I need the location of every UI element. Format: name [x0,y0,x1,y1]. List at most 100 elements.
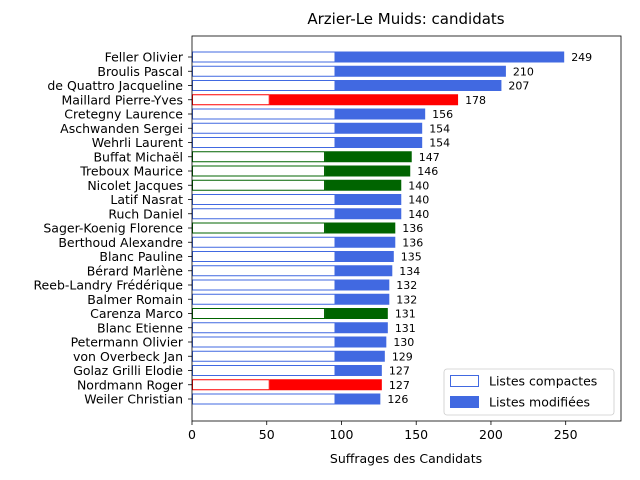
bar-value-label: 134 [399,265,420,278]
bar-modified [335,293,390,305]
y-tick-label: Cretegny Laurence [64,107,183,122]
plot-frame [191,35,622,422]
bar-modified [335,51,565,63]
bar-compact [192,251,336,262]
bar-compact [192,65,336,77]
bar-value-label: 147 [419,151,440,164]
bar-compact [192,393,336,405]
bar-modified [335,265,393,277]
y-tick-label: Aschwanden Sergei [60,121,183,136]
legend-frame [443,368,615,416]
y-tick-label: Bérard Marlène [87,263,184,278]
bar-modified [335,393,381,405]
bar-value-label: 178 [465,94,486,107]
bar-value-label: 131 [395,322,416,335]
bar-value-label: 135 [401,251,422,264]
bar-value-label: 140 [408,179,429,192]
y-tick-label: Ruch Daniel [108,206,183,221]
bar-modified [269,94,459,106]
bar-compact [192,336,336,348]
bar-value-label: 136 [402,236,423,249]
x-tick-label: 50 [259,427,275,442]
bar-modified [325,308,388,319]
y-tick-label: Feller Olivier [105,50,184,65]
bar-compact [192,179,326,191]
bar-compact [192,137,336,148]
bar-modified [335,122,423,134]
legend-label: Listes modifiées [489,395,590,410]
y-tick-label: de Quattro Jacqueline [47,78,183,93]
bar-modified [335,251,394,262]
bar-modified [325,179,402,191]
bar-modified [269,379,382,391]
chart-title: Arzier-Le Muids: candidats [307,10,504,28]
y-tick-label: Treboux Maurice [79,164,183,179]
legend-swatch-compact [450,375,479,387]
bar-value-label: 127 [389,379,410,392]
y-tick-label: Balmer Romain [87,292,183,307]
bar-compact [192,122,336,134]
bar-modified [335,194,402,205]
bar-value-label: 136 [402,222,423,235]
bar-compact [192,151,326,163]
bar-compact [192,322,336,334]
x-tick-label: 0 [188,427,196,442]
bar-value-label: 140 [408,208,429,221]
legend: Listes compactes Listes modifiées [443,368,615,416]
y-tick-label: Wehrli Laurent [92,135,183,150]
bar-value-label: 146 [417,165,438,178]
bar-compact [192,365,336,376]
bar-compact [192,236,336,248]
bar-compact [192,279,336,291]
bar-value-label: 140 [408,194,429,207]
bar-value-label: 130 [393,336,414,349]
bar-compact [192,350,336,362]
y-tick-label: Blanc Etienne [97,320,183,335]
y-tick-label: Latif Nasrat [110,192,183,207]
y-tick-label: Blanc Pauline [99,249,183,264]
y-tick-label: Carenza Marco [90,306,183,321]
bar-modified [335,365,382,376]
legend-swatch-modified [450,396,479,408]
y-tick-label: von Overbeck Jan [73,349,183,364]
bar-value-label: 154 [429,137,450,150]
bar-value-label: 129 [392,350,413,363]
y-tick-label: Golaz Grilli Elodie [73,363,183,378]
legend-label: Listes compactes [489,374,597,389]
bar-compact [192,265,336,277]
y-tick-label: Sager-Koenig Florence [43,221,183,236]
bar-modified [325,222,396,234]
y-tick-label: Maillard Pierre-Yves [61,92,183,107]
bar-compact [192,51,336,63]
bar-value-label: 154 [429,122,450,135]
bar-modified [335,350,385,362]
bar-compact [192,165,326,177]
bar-modified [335,279,390,291]
y-tick-label: Reeb-Landry Frédérique [33,278,183,293]
bar-value-label: 127 [389,365,410,378]
bar-value-label: 156 [432,108,453,121]
bar-compact [192,308,326,319]
bar-compact [192,108,336,120]
bar-value-label: 249 [571,51,592,64]
bar-compact [192,293,336,305]
bar-modified [335,336,387,348]
y-tick-label: Petermann Olivier [71,335,184,350]
y-tick-label: Berthoud Alexandre [58,235,183,250]
bar-value-label: 132 [396,279,417,292]
bar-modified [335,108,426,120]
x-axis-title: Suffrages des Candidats [330,451,482,466]
bar-compact [192,208,336,220]
bar-compact [192,80,336,91]
y-tick-label: Nordmann Roger [77,377,184,392]
bar-modified [335,80,502,91]
bar-modified [335,208,402,220]
bar-value-label: 131 [395,308,416,321]
y-tick-label: Weiler Christian [84,392,183,407]
y-tick-label: Buffat Michaël [93,149,183,164]
bar-compact [192,379,270,391]
bar-compact [192,222,326,234]
bar-modified [325,165,411,177]
x-tick-label: 200 [479,427,503,442]
bar-compact [192,94,270,106]
